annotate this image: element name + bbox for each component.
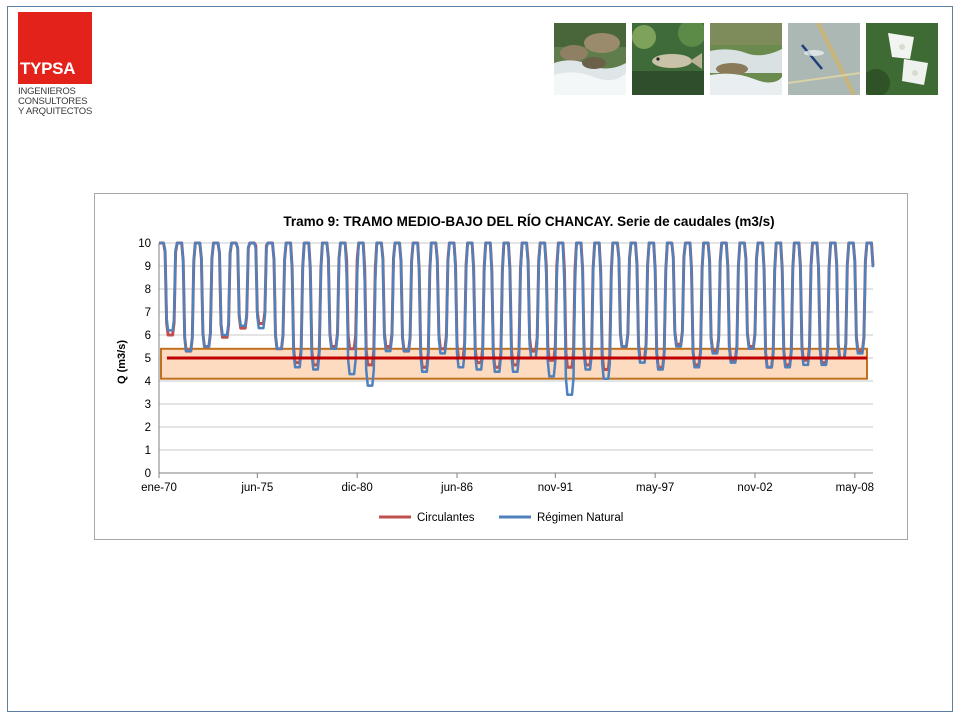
damselfly-photo [788, 23, 860, 95]
legend-label: Régimen Natural [537, 512, 623, 524]
y-tick-label: 10 [138, 238, 151, 250]
x-tick-label: nov-02 [737, 482, 772, 494]
slide-frame [7, 6, 953, 712]
x-tick-label: jun-86 [440, 482, 473, 494]
series-line-regimen-natural [159, 241, 875, 397]
y-tick-label: 9 [145, 261, 151, 273]
x-tick-label: jun-75 [240, 482, 273, 494]
logo-brand: TYPSA [20, 59, 76, 78]
y-tick-label: 8 [145, 284, 151, 296]
y-tick-label: 3 [145, 399, 151, 411]
white-flower-photo [866, 23, 938, 95]
logo-line-3: Y ARQUITECTOS [18, 106, 93, 117]
y-tick-label: 6 [145, 330, 151, 342]
y-tick-label: 2 [145, 422, 151, 434]
photo-strip [554, 23, 938, 95]
logo-red-box: TYPSA [18, 12, 92, 84]
chart-title: Tramo 9: TRAMO MEDIO-BAJO DEL RÍO CHANCA… [283, 214, 774, 229]
logo-line-1: INGENIEROS [18, 86, 76, 97]
x-tick-label: nov-91 [538, 482, 573, 494]
fish-photo [632, 23, 704, 95]
y-tick-label: 7 [145, 307, 151, 319]
legend-label: Circulantes [417, 512, 475, 524]
y-tick-label: 1 [145, 445, 151, 457]
chart-container: Tramo 9: TRAMO MEDIO-BAJO DEL RÍO CHANCA… [94, 193, 908, 540]
x-tick-label: dic-80 [342, 482, 373, 494]
logo-line-2: CONSULTORES [18, 96, 88, 107]
x-tick-label: may-08 [836, 482, 874, 494]
y-tick-label: 5 [145, 353, 151, 365]
y-axis-label: Q (m3/s) [116, 340, 128, 384]
x-tick-label: may-97 [636, 482, 674, 494]
river-rapids-photo [554, 23, 626, 95]
flow-chart: Tramo 9: TRAMO MEDIO-BAJO DEL RÍO CHANCA… [116, 214, 875, 524]
stream-photo [710, 23, 782, 95]
y-tick-label: 4 [145, 376, 152, 388]
y-tick-label: 0 [145, 468, 151, 480]
x-tick-label: ene-70 [141, 482, 177, 494]
typsa-logo: TYPSA INGENIEROS CONSULTORES Y ARQUITECT… [18, 12, 98, 117]
